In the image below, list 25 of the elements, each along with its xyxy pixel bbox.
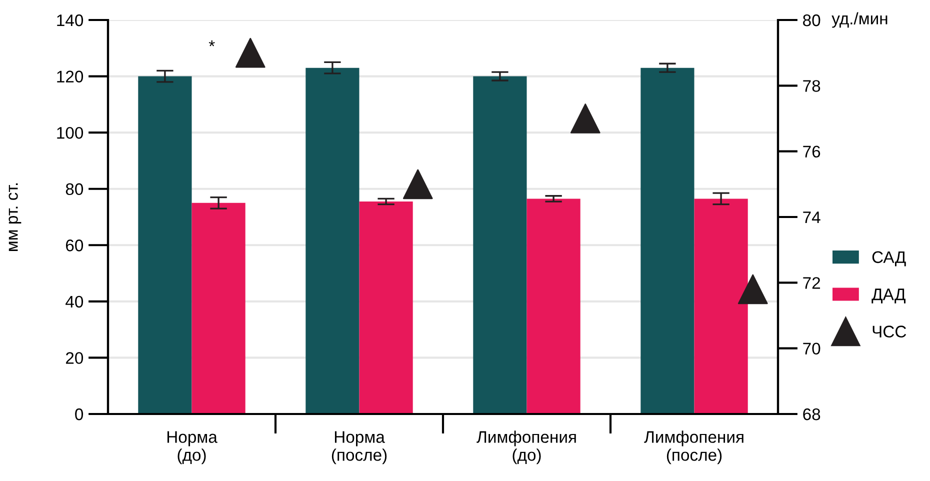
y-axis-title: мм рт. ст. (8, 183, 22, 251)
x-tick-label: Лимфопения (после) (644, 430, 744, 464)
y2-tick-label: 78 (803, 80, 820, 92)
x-tick-label: Норма (после) (332, 431, 387, 464)
annotation: * (208, 40, 215, 46)
y-tick-label: 100 (57, 126, 84, 139)
y2-tick-label: 72 (803, 277, 820, 289)
y-tick-label: 40 (66, 296, 84, 308)
y-tick-label: 140 (57, 14, 84, 26)
x-tick-label: Лимфопения (до) (476, 430, 576, 464)
y2-axis-title: уд./мин (832, 12, 888, 28)
y-tick-label: 80 (66, 183, 84, 196)
y-tick-label: 0 (75, 408, 84, 420)
y2-tick-label: 76 (803, 146, 820, 158)
y2-tick-label: 80 (803, 14, 820, 26)
y2-tick-label: 74 (803, 212, 820, 224)
x-tick-label: Норма (до) (167, 431, 218, 464)
legend-label: ЧСС (872, 326, 906, 338)
y-tick-label: 120 (57, 70, 84, 82)
y2-tick-label: 70 (803, 342, 820, 355)
y2-tick-label: 68 (803, 408, 820, 420)
legend-label: САД (872, 251, 906, 266)
y-tick-label: 20 (66, 352, 84, 364)
y-tick-label: 60 (66, 240, 84, 252)
legend-label: ДАД (872, 288, 906, 304)
